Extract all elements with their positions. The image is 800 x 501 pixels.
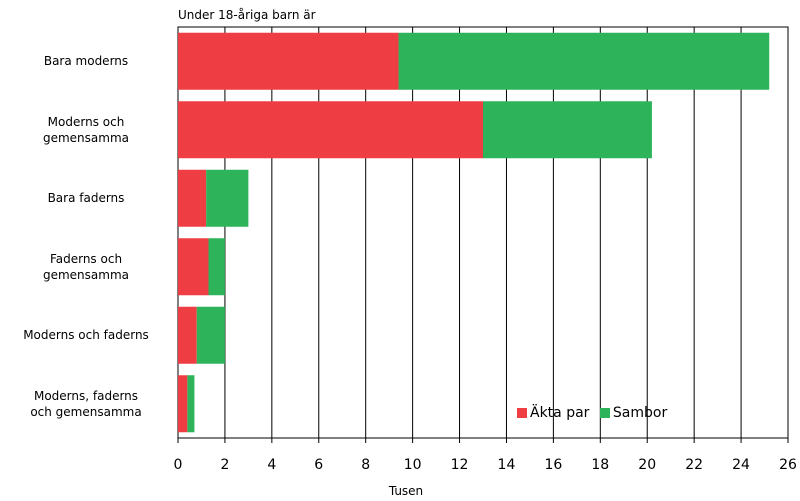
x-tick-label-10: 20: [638, 457, 657, 473]
x-tick-label-0: 0: [173, 457, 183, 473]
bar-4-0: [178, 306, 197, 364]
x-tick-label-4: 8: [361, 457, 371, 473]
x-tick-label-8: 16: [544, 457, 563, 473]
x-tick-label-5: 10: [403, 457, 422, 473]
legend-label-sambor: Sambor: [612, 405, 668, 421]
x-tick-label-2: 4: [267, 457, 277, 473]
category-label-line: och gemensamma: [30, 404, 142, 419]
bar-2-0: [178, 169, 207, 227]
x-tick-label-6: 12: [450, 457, 469, 473]
x-tick-label-7: 14: [497, 457, 516, 473]
legend: Äkta par Sambor: [517, 405, 673, 421]
x-tick-label-9: 18: [591, 457, 610, 473]
x-tick-label-11: 22: [685, 457, 704, 473]
category-label-line: Faderns och: [49, 251, 123, 266]
legend-item-akta-par: Äkta par: [517, 405, 589, 421]
category-label-line: gemensamma: [42, 130, 129, 145]
category-label-line: Moderns och: [47, 114, 125, 129]
category-label-5: Moderns, faderns och gemensamma: [0, 388, 172, 420]
category-label-0: Bara moderns: [0, 53, 172, 69]
bar-1-0: [178, 101, 483, 159]
x-tick-label-13: 26: [779, 457, 797, 473]
bar-3-1: [208, 238, 225, 296]
category-label-2: Bara faderns: [0, 190, 172, 206]
legend-item-sambor: Sambor: [599, 405, 668, 421]
category-label-1: Moderns och gemensamma: [0, 114, 172, 146]
category-label-line: gemensamma: [42, 267, 129, 282]
legend-swatch-sambor: [599, 408, 610, 418]
bar-2-1: [206, 169, 249, 227]
bar-1-1: [483, 101, 652, 159]
legend-swatch-akta-par: [517, 408, 527, 418]
category-label-4: Moderns och faderns: [0, 327, 172, 343]
x-axis-label: Tusen: [388, 484, 424, 498]
category-label-3: Faderns och gemensamma: [0, 251, 172, 283]
plot-frame: [177, 26, 789, 439]
chart-title: Under 18-åriga barn är: [178, 8, 316, 22]
category-label-line: Bara moderns: [43, 54, 129, 69]
legend-label-akta-par: Äkta par: [530, 405, 590, 421]
category-label-line: Moderns och faderns: [23, 328, 149, 343]
bar-5-0: [178, 375, 188, 433]
x-tick-label-12: 24: [732, 457, 750, 473]
bar-0-0: [178, 32, 399, 90]
bar-4-1: [196, 306, 225, 364]
category-label-line: Bara faderns: [47, 191, 125, 206]
category-label-line: Moderns, faderns: [33, 388, 139, 403]
bar-0-1: [398, 32, 770, 90]
x-tick-label-3: 6: [314, 457, 324, 473]
bar-5-1: [187, 375, 195, 433]
x-tick-label-1: 2: [220, 457, 230, 473]
bar-3-0: [178, 238, 209, 296]
